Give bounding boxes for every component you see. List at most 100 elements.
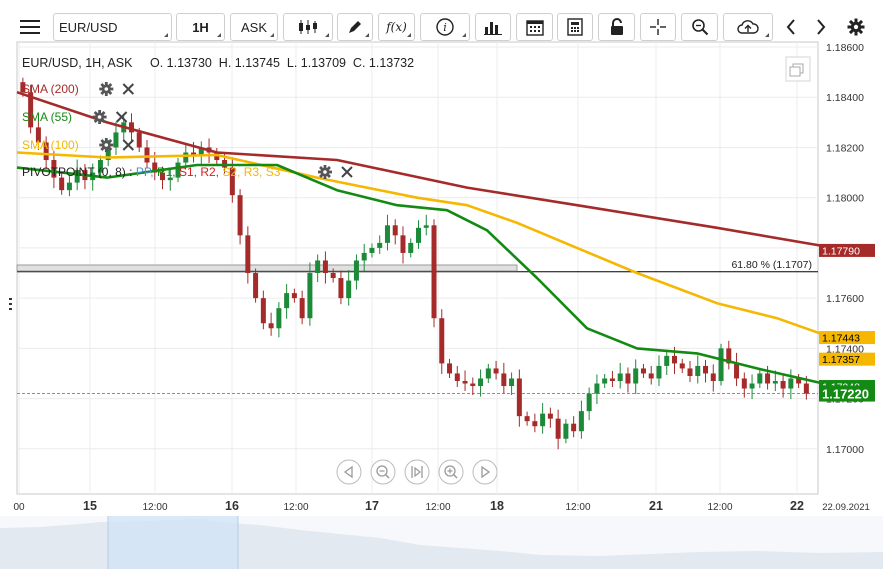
gear-tooth — [101, 111, 106, 116]
candle-body — [547, 413, 553, 419]
pivot-part: S2, — [222, 165, 243, 179]
gear-icon[interactable] — [318, 165, 332, 179]
gear-icon[interactable] — [99, 138, 114, 152]
maximize-button[interactable] — [785, 56, 811, 82]
y-tick-label: 1.18400 — [826, 92, 864, 104]
candle — [501, 362, 507, 394]
close-x-stroke — [122, 83, 135, 95]
x-tick-label: 16 — [225, 499, 239, 513]
scroll-left-button[interactable] — [777, 13, 805, 41]
close-icon[interactable] — [341, 166, 353, 178]
candle-body — [237, 195, 243, 236]
gear-icon[interactable] — [99, 82, 114, 96]
candle-body — [353, 260, 359, 281]
sma-line-200 — [16, 90, 835, 250]
close-icon[interactable] — [122, 83, 135, 95]
candle — [640, 363, 646, 378]
candle — [749, 374, 755, 400]
close-icon[interactable] — [115, 111, 128, 123]
candle-body — [509, 378, 515, 387]
reset-view-button[interactable] — [404, 459, 430, 485]
upload-button[interactable] — [723, 13, 773, 41]
sma-line-100 — [16, 151, 835, 340]
info-button[interactable]: i — [420, 13, 470, 41]
calculator-button[interactable] — [557, 13, 593, 41]
candle-body — [291, 293, 297, 299]
overview-window[interactable] — [108, 516, 238, 569]
price-tag-label: 1.17220 — [822, 387, 869, 402]
candle — [687, 360, 693, 383]
x-tick-label: 22 — [790, 499, 804, 513]
candle-body — [20, 82, 26, 93]
symbol-selector[interactable]: EUR/USD — [53, 13, 172, 41]
x-tick-label: 12:00 — [142, 502, 167, 513]
candle-body — [276, 308, 282, 329]
price-tag: 1.17790 — [819, 243, 875, 257]
candle — [144, 139, 150, 169]
close-icon[interactable] — [122, 139, 135, 151]
indicators-button[interactable]: f(x) — [378, 13, 415, 41]
candle-body — [59, 177, 65, 191]
crosshair-button[interactable] — [640, 13, 676, 41]
candle-body — [260, 298, 266, 324]
zoom-button[interactable] — [681, 13, 718, 41]
candle — [617, 362, 623, 389]
x-tick-label: 15 — [83, 499, 97, 513]
candle-body — [772, 381, 778, 384]
svg-text:i: i — [443, 21, 447, 34]
candle — [594, 374, 600, 405]
candle-body — [346, 280, 352, 299]
zoom-in-button[interactable] — [438, 459, 464, 485]
candle-body — [144, 147, 150, 163]
volume-button[interactable] — [475, 13, 511, 41]
timeframe-selector[interactable]: 1H — [176, 13, 225, 41]
nav-forward-button[interactable] — [472, 459, 498, 485]
drawing-tools-button[interactable] — [337, 13, 373, 41]
lock-button[interactable] — [598, 13, 635, 41]
candle — [416, 220, 421, 249]
candle — [509, 372, 515, 396]
indicator-label: SMA (200) — [22, 82, 79, 96]
candle-body — [299, 298, 305, 319]
candle — [369, 243, 375, 258]
candle-body — [74, 170, 80, 183]
settings-button[interactable] — [841, 13, 871, 41]
candle-body — [338, 278, 344, 299]
candle — [431, 219, 437, 328]
candle — [253, 268, 259, 303]
gear-tooth — [107, 139, 113, 144]
nav-circle — [370, 459, 396, 485]
price-tag-bg — [819, 352, 875, 366]
pivot-title: PIVOTPOINT (0, 8) : — [22, 165, 136, 179]
candle-body — [66, 182, 72, 191]
gear-icon[interactable] — [92, 110, 107, 124]
zoom-out-button[interactable] — [370, 459, 396, 485]
calendar-button[interactable] — [516, 13, 553, 41]
overview-strip[interactable] — [0, 516, 883, 569]
left-panel-handle[interactable] — [9, 298, 12, 310]
candle-body — [633, 368, 639, 384]
candle — [633, 359, 639, 395]
menu-button[interactable] — [12, 13, 48, 41]
nav-back-button[interactable] — [336, 459, 362, 485]
y-tick-label: 1.18600 — [826, 42, 864, 54]
scroll-right-button[interactable] — [807, 13, 835, 41]
candle — [35, 116, 41, 150]
candle-body — [408, 242, 414, 253]
candle — [532, 413, 538, 433]
zoom-in-icon — [444, 465, 458, 479]
gear-tooth — [326, 166, 331, 171]
chart-type-button[interactable] — [283, 13, 333, 41]
candle — [470, 377, 476, 396]
candle — [307, 262, 313, 326]
candle — [59, 173, 65, 195]
gear-tooth — [328, 170, 332, 174]
candle — [555, 409, 561, 450]
candle — [43, 136, 49, 170]
candle-body — [493, 368, 499, 374]
candle — [679, 358, 685, 373]
candle-body — [191, 152, 197, 155]
price-type-selector[interactable]: ASK — [230, 13, 278, 41]
candle — [734, 352, 740, 387]
